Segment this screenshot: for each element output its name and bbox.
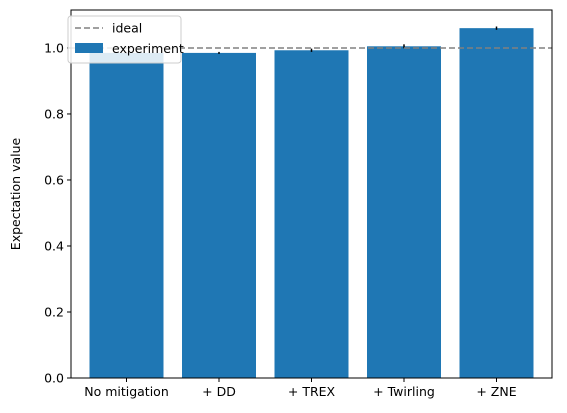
- bar-0: [89, 52, 164, 379]
- y-tick-label-5: 1.0: [44, 40, 64, 55]
- x-axis-ticks: No mitigation + DD + TREX + Twirling + ZNE: [84, 378, 517, 399]
- y-tick-label-0: 0.0: [44, 371, 64, 386]
- bar-3: [367, 46, 441, 378]
- bar-2: [274, 50, 349, 378]
- y-axis-label: Expectation value: [8, 137, 23, 250]
- bar-4: [459, 28, 534, 378]
- legend-experiment-label: experiment: [112, 41, 184, 56]
- y-axis-ticks: 0.0 0.2 0.4 0.6 0.8 1.0: [44, 40, 71, 386]
- y-tick-label-4: 0.8: [44, 106, 64, 121]
- y-tick-label-2: 0.4: [44, 238, 64, 253]
- x-tick-label-4: + ZNE: [476, 384, 516, 399]
- bars-group: [89, 28, 534, 379]
- legend-ideal-label: ideal: [112, 21, 142, 36]
- y-tick-label-1: 0.2: [44, 304, 64, 319]
- y-tick-label-3: 0.6: [44, 172, 64, 187]
- x-tick-label-0: No mitigation: [84, 384, 169, 399]
- legend: ideal experiment: [67, 15, 184, 64]
- legend-experiment-swatch: [75, 43, 103, 53]
- x-tick-label-3: + Twirling: [373, 384, 435, 399]
- x-tick-label-1: + DD: [202, 384, 236, 399]
- x-tick-label-2: + TREX: [288, 384, 336, 399]
- bar-1: [182, 52, 256, 379]
